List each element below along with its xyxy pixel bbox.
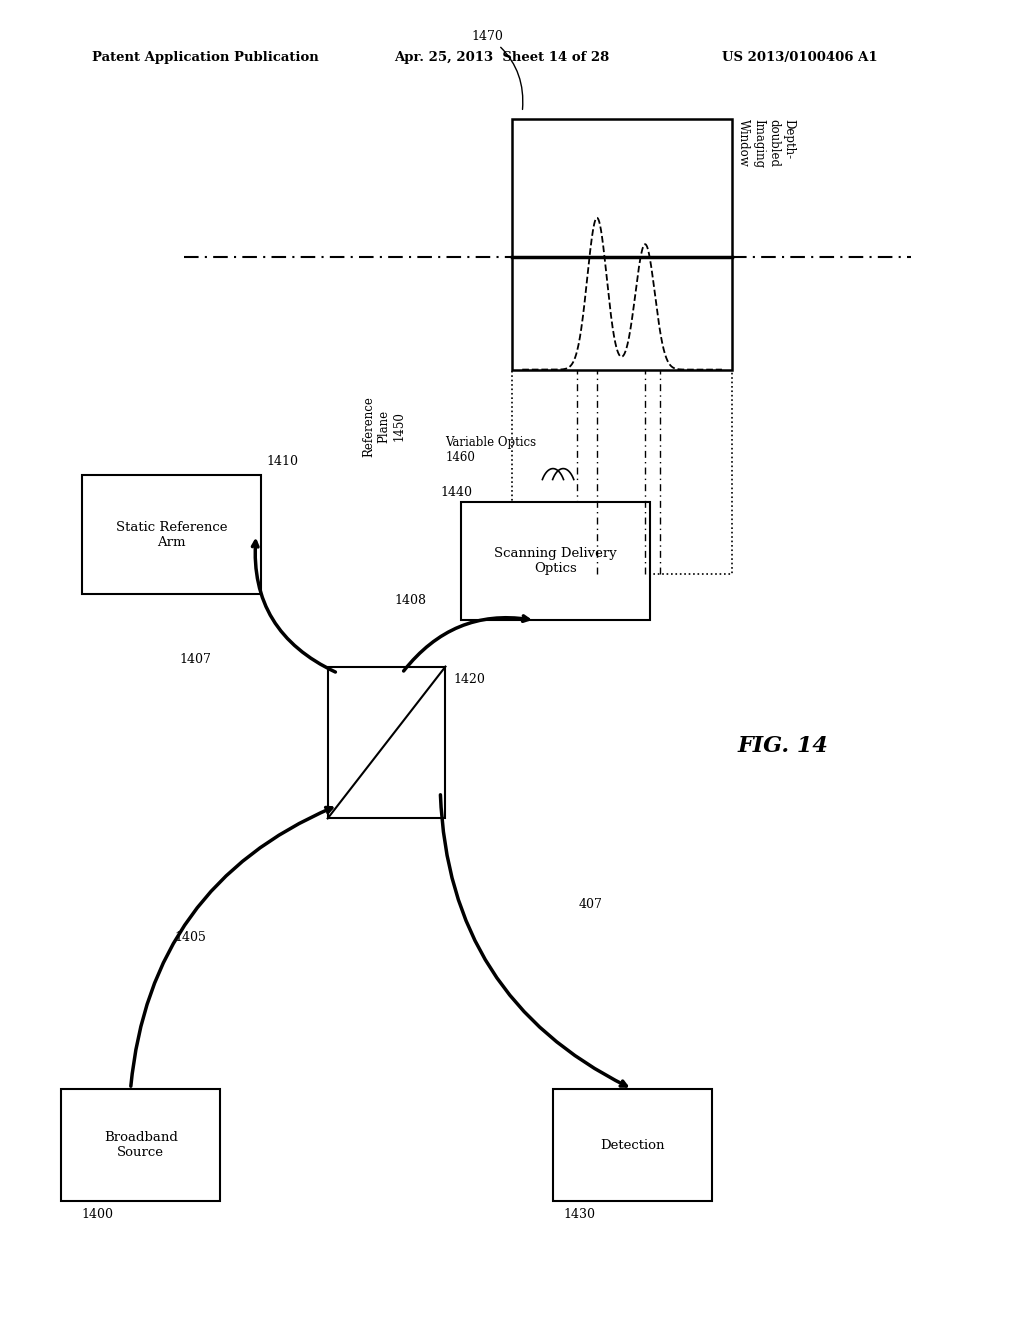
Text: FIG. 14: FIG. 14	[737, 735, 828, 756]
Text: Patent Application Publication: Patent Application Publication	[92, 51, 318, 65]
FancyBboxPatch shape	[82, 475, 261, 594]
Text: 1407: 1407	[179, 653, 211, 667]
FancyBboxPatch shape	[512, 119, 732, 370]
Text: Broadband
Source: Broadband Source	[103, 1131, 178, 1159]
Text: Depth-
doubled
Imaging
Window: Depth- doubled Imaging Window	[737, 119, 796, 168]
Text: 1400: 1400	[82, 1208, 114, 1221]
Text: Static Reference
Arm: Static Reference Arm	[116, 520, 227, 549]
FancyBboxPatch shape	[461, 502, 650, 620]
Text: US 2013/0100406 A1: US 2013/0100406 A1	[722, 51, 878, 65]
Text: Scanning Delivery
Optics: Scanning Delivery Optics	[495, 546, 616, 576]
Text: Variable Optics
1460: Variable Optics 1460	[445, 436, 537, 463]
FancyBboxPatch shape	[553, 1089, 712, 1201]
Text: 1408: 1408	[394, 594, 426, 607]
Text: 1420: 1420	[454, 673, 485, 686]
Text: 1470: 1470	[471, 29, 523, 110]
Text: 1410: 1410	[266, 455, 298, 469]
Text: 407: 407	[579, 898, 602, 911]
FancyBboxPatch shape	[512, 370, 732, 574]
Text: 1430: 1430	[563, 1208, 595, 1221]
FancyBboxPatch shape	[61, 1089, 220, 1201]
Text: Detection: Detection	[600, 1139, 665, 1151]
Text: 1440: 1440	[440, 486, 472, 499]
Text: Reference
Plane
1450: Reference Plane 1450	[362, 396, 406, 457]
Text: 1405: 1405	[174, 931, 206, 944]
Text: Apr. 25, 2013  Sheet 14 of 28: Apr. 25, 2013 Sheet 14 of 28	[394, 51, 609, 65]
FancyBboxPatch shape	[328, 667, 445, 818]
